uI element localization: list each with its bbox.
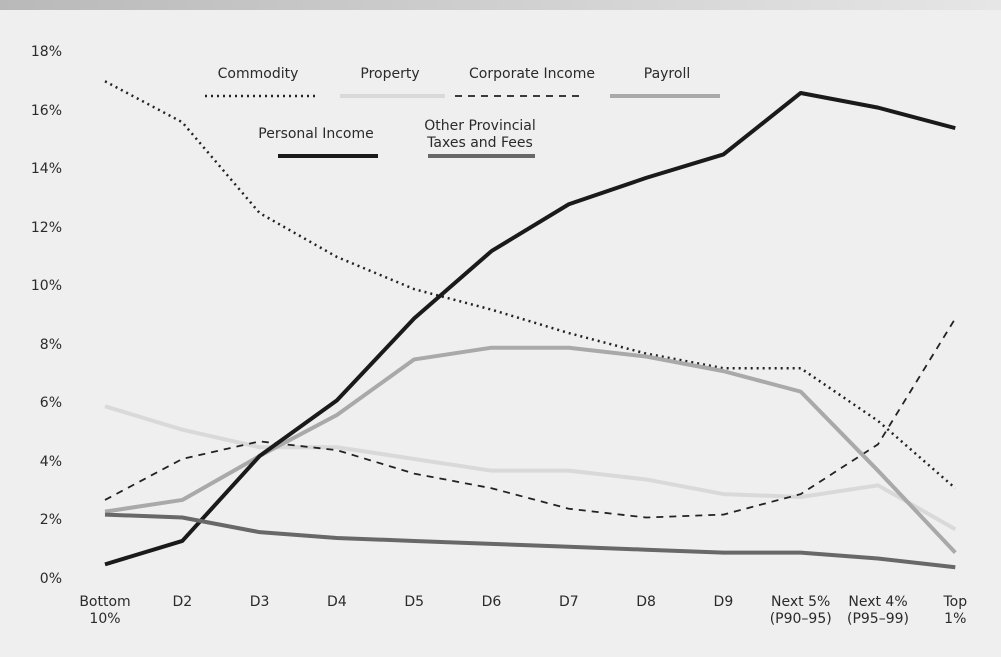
legend-label: Personal Income	[258, 126, 374, 142]
legend-label: Commodity	[217, 66, 299, 82]
x-tick-label: Next 4% (P95–99)	[847, 594, 909, 627]
x-tick-label: Next 5% (P90–95)	[769, 594, 832, 627]
y-tick-label: 18%	[30, 44, 62, 60]
x-tick-label: D4	[327, 594, 347, 610]
x-tick-label: D5	[404, 594, 425, 610]
x-tick-label: D3	[249, 594, 270, 610]
y-tick-label: 10%	[30, 278, 62, 295]
y-tick-label: 14%	[30, 161, 62, 178]
series-line	[104, 80, 957, 490]
series-line	[104, 90, 956, 567]
y-tick-label: 16%	[30, 102, 62, 119]
legend-label: Other Provincial Taxes and Fees	[424, 118, 536, 151]
series-line	[104, 404, 957, 531]
legend-label: Property	[360, 66, 420, 82]
x-tick-label: D7	[558, 594, 579, 610]
x-tick-label: Bottom 10%	[79, 594, 131, 627]
x-tick-label: D2	[172, 594, 193, 610]
y-tick-label: 12%	[30, 219, 62, 236]
y-tick-label: 0%	[39, 571, 62, 587]
x-tick-label: D9	[713, 594, 734, 610]
x-tick-label: Top 1%	[943, 594, 968, 627]
series-line	[104, 345, 957, 555]
legend-label: Payroll	[643, 66, 691, 82]
series-line	[104, 512, 956, 570]
legend-label: Corporate Income	[469, 66, 595, 82]
top-bar	[0, 0, 1001, 10]
x-tick-label: D6	[481, 594, 502, 610]
series-line	[104, 317, 957, 519]
y-tick-label: 2%	[39, 512, 62, 529]
y-tick-label: 6%	[39, 395, 62, 412]
y-tick-label: 8%	[39, 336, 62, 353]
x-tick-label: D8	[636, 594, 656, 610]
y-tick-label: 4%	[39, 453, 62, 470]
